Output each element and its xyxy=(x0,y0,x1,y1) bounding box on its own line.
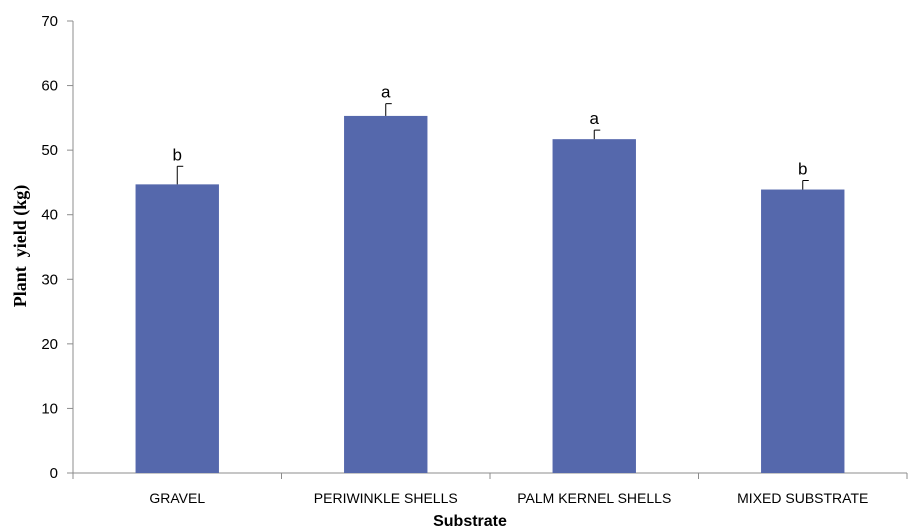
y-tick-label: 10 xyxy=(41,400,58,417)
y-tick-label: 50 xyxy=(41,142,58,159)
category-label: PALM KERNEL SHELLS xyxy=(517,490,671,506)
category-label: GRAVEL xyxy=(149,490,205,506)
y-tick-label: 70 xyxy=(41,13,58,30)
category-label: MIXED SUBSTRATE xyxy=(737,490,868,506)
y-tick-label: 60 xyxy=(41,78,58,95)
y-axis: 0 10 20 30 40 50 60 70 xyxy=(41,13,74,482)
error-bars xyxy=(176,103,809,190)
y-tick-label: 30 xyxy=(41,271,58,288)
bar xyxy=(761,189,845,473)
bar xyxy=(135,184,219,473)
y-tick-label: 20 xyxy=(41,336,58,353)
significance-letter: a xyxy=(590,109,600,128)
x-axis: GRAVEL PERIWINKLE SHELLS PALM KERNEL SHELL… xyxy=(72,472,908,506)
x-axis-label: Substrate xyxy=(433,513,507,530)
y-tick-label: 0 xyxy=(50,465,58,482)
significance-letter: a xyxy=(381,83,391,102)
significance-letter: b xyxy=(798,159,807,178)
y-axis-label: Plant yield (kg) xyxy=(10,185,31,308)
category-label: PERIWINKLE SHELLS xyxy=(314,490,458,506)
bar xyxy=(344,115,428,474)
bars xyxy=(135,115,845,474)
y-tick-label: 40 xyxy=(41,207,58,224)
significance-letters: b a a b xyxy=(173,83,808,179)
bar xyxy=(552,139,636,473)
significance-letter: b xyxy=(173,145,182,164)
